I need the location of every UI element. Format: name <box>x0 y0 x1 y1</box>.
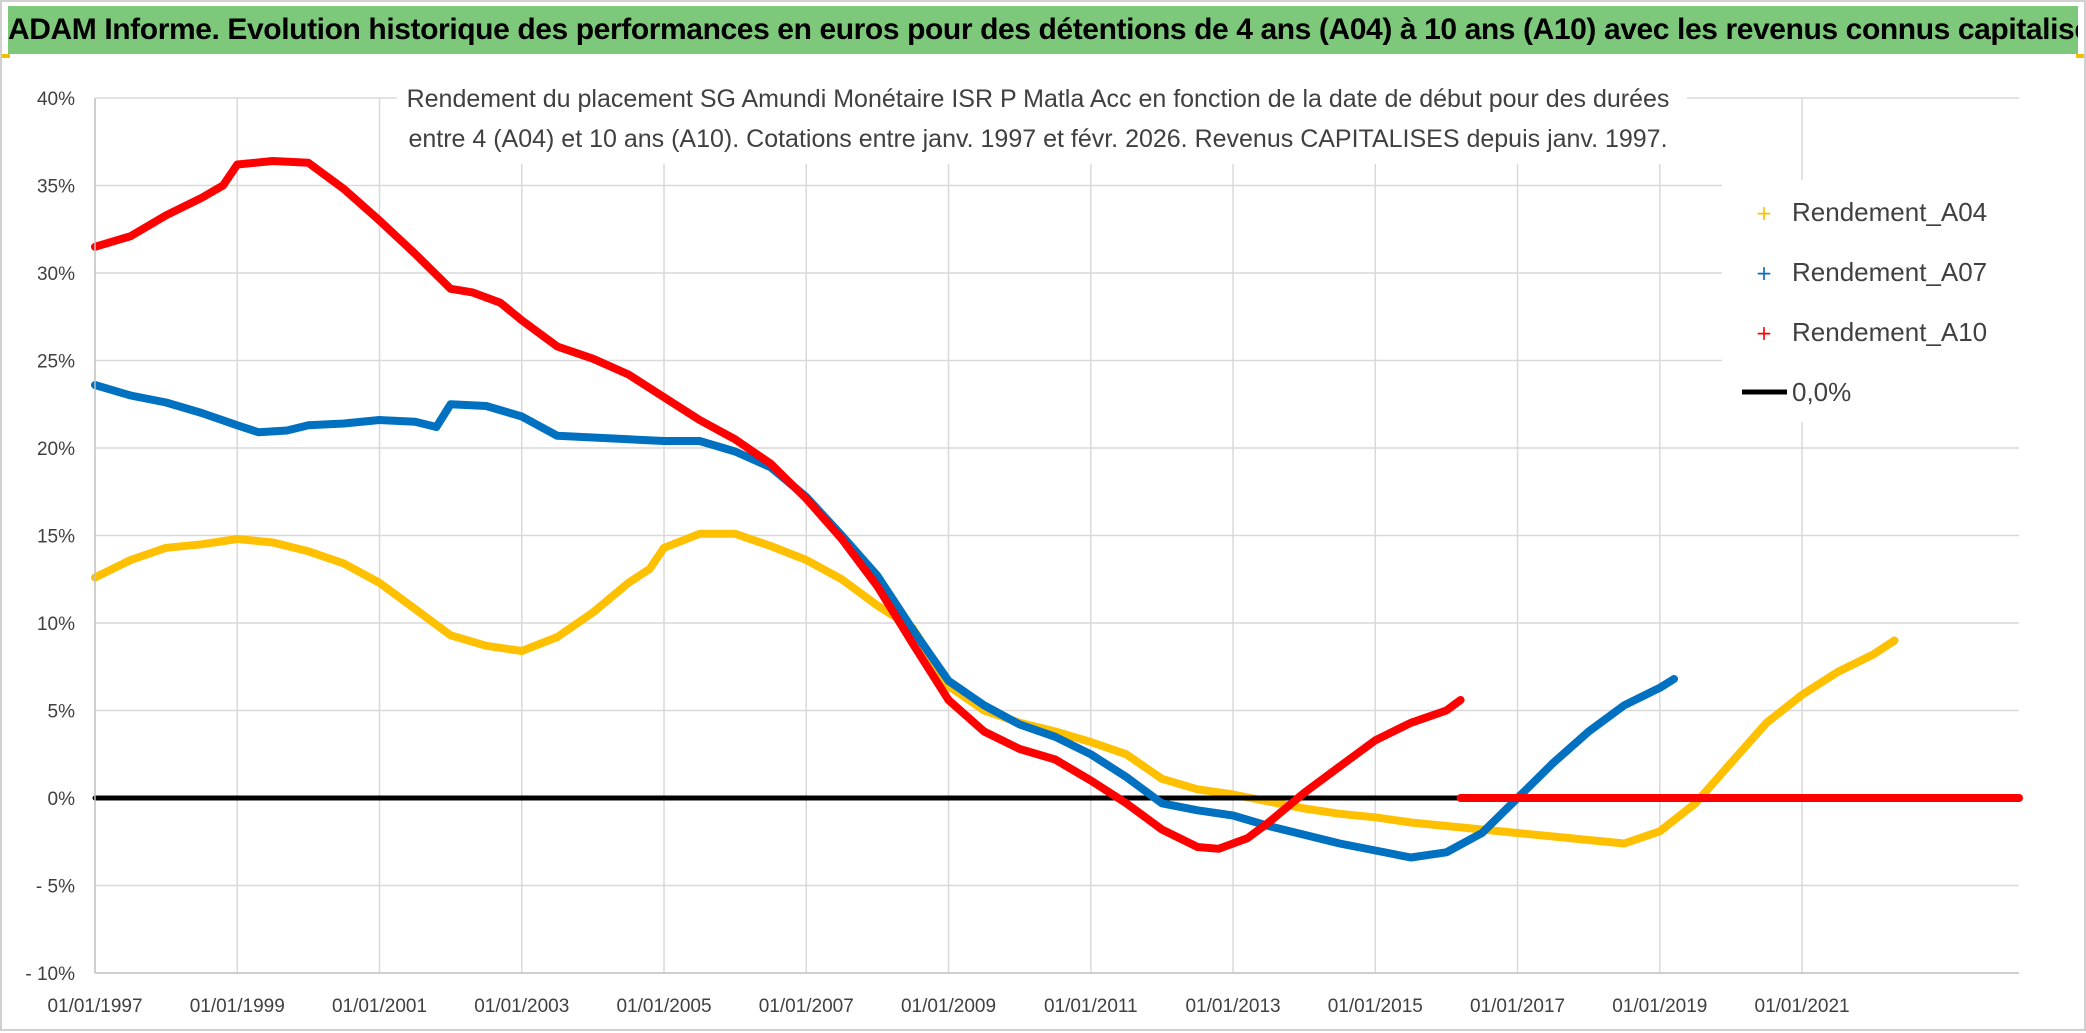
legend-item-zero: 0,0% <box>1742 377 1851 407</box>
x-tick-label: 01/01/2003 <box>474 996 569 1017</box>
y-tick-label: 0% <box>48 789 76 810</box>
x-tick-label: 01/01/2009 <box>901 996 996 1017</box>
legend-marker-a04: + <box>1756 201 1773 225</box>
legend-marker-a07: + <box>1756 261 1773 285</box>
y-tick-label: 20% <box>37 439 75 460</box>
chart-legend: + Rendement_A04 + Rendement_A07 + Rendem… <box>1722 180 2022 422</box>
legend-marker-a10: + <box>1756 321 1773 345</box>
series-line-rendement-a04 <box>91 529 1899 848</box>
legend-label-a10: Rendement_A10 <box>1792 317 1987 347</box>
x-tick-label: 01/01/2007 <box>759 996 854 1017</box>
y-tick-label: 30% <box>37 264 75 285</box>
legend-item-a04: + Rendement_A04 <box>1756 197 1988 227</box>
series-line-rendement-a10 <box>91 157 1465 853</box>
legend-item-a10: + Rendement_A10 <box>1756 317 1988 347</box>
y-tick-label: - 10% <box>25 964 75 985</box>
x-tick-label: 01/01/1997 <box>47 996 142 1017</box>
x-tick-label: 01/01/2001 <box>332 996 427 1017</box>
title-backdrop <box>397 82 1687 164</box>
y-tick-label: 35% <box>37 177 75 198</box>
series-lines <box>91 157 2023 862</box>
gridlines <box>95 97 2019 973</box>
y-tick-label: - 5% <box>36 877 75 898</box>
chart-title: Rendement du placement SG Amundi Monétai… <box>397 82 1687 164</box>
y-tick-label: 25% <box>37 352 75 373</box>
x-tick-label: 01/01/2015 <box>1328 996 1423 1017</box>
x-tick-label: 01/01/2021 <box>1755 996 1850 1017</box>
legend-label-a07: Rendement_A07 <box>1792 257 1987 287</box>
legend-box <box>1722 180 2022 422</box>
chart-title-line-2: entre 4 (A04) et 10 ans (A10). Cotations… <box>408 125 1667 153</box>
y-tick-labels: - 10% - 5% 0% 5% 10% 15% 20% 25% 30% 35% 40% <box>25 89 75 985</box>
banner-accent-left <box>2 54 10 58</box>
axes <box>94 98 2019 974</box>
x-tick-label: 01/01/2017 <box>1470 996 1565 1017</box>
x-tick-labels: 01/01/1997 01/01/1999 01/01/2001 01/01/2003… <box>47 996 1849 1017</box>
legend-label-zero: 0,0% <box>1792 377 1851 407</box>
series-line-rendement-a07 <box>91 381 1678 862</box>
y-tick-label: 5% <box>48 702 76 723</box>
legend-label-a04: Rendement_A04 <box>1792 197 1987 227</box>
x-tick-label: 01/01/2011 <box>1044 996 1138 1017</box>
y-tick-label: 40% <box>37 89 75 110</box>
x-tick-label: 01/01/2019 <box>1612 996 1707 1017</box>
y-tick-label: 10% <box>37 614 75 635</box>
x-tick-label: 01/01/2013 <box>1185 996 1280 1017</box>
banner-accent-right <box>2076 54 2084 58</box>
report-banner: ADAM Informe. Evolution historique des p… <box>8 6 2078 54</box>
legend-item-a07: + Rendement_A07 <box>1756 257 1988 287</box>
x-tick-label: 01/01/1999 <box>190 996 285 1017</box>
chart-title-line-1: Rendement du placement SG Amundi Monétai… <box>407 85 1670 113</box>
y-tick-label: 15% <box>37 527 75 548</box>
x-tick-label: 01/01/2005 <box>616 996 711 1017</box>
